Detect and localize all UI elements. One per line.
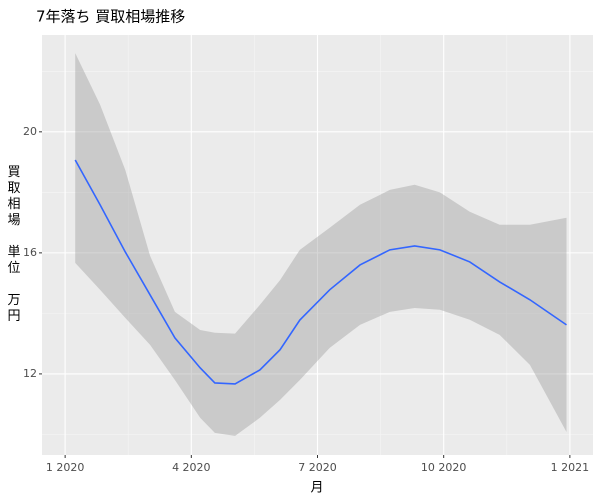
y-tick-label: 20 <box>23 125 37 138</box>
x-tick-label: 1 2021 <box>551 461 590 474</box>
y-tick-label: 12 <box>23 367 37 380</box>
x-tick-label: 7 2020 <box>298 461 337 474</box>
trend-line <box>74 159 567 385</box>
confidence-band <box>75 53 567 436</box>
x-tick-label: 10 2020 <box>421 461 467 474</box>
marks <box>74 53 567 436</box>
chart-title: 7年落ち 買取相場推移 <box>36 8 185 26</box>
y-axis-title: 買取相場 単位 万円 <box>7 165 20 324</box>
x-tick-label: 1 2020 <box>46 461 85 474</box>
x-axis-title: 月 <box>310 481 323 496</box>
x-tick-label: 4 2020 <box>172 461 211 474</box>
grid <box>39 35 593 458</box>
y-tick-label: 16 <box>23 246 37 259</box>
